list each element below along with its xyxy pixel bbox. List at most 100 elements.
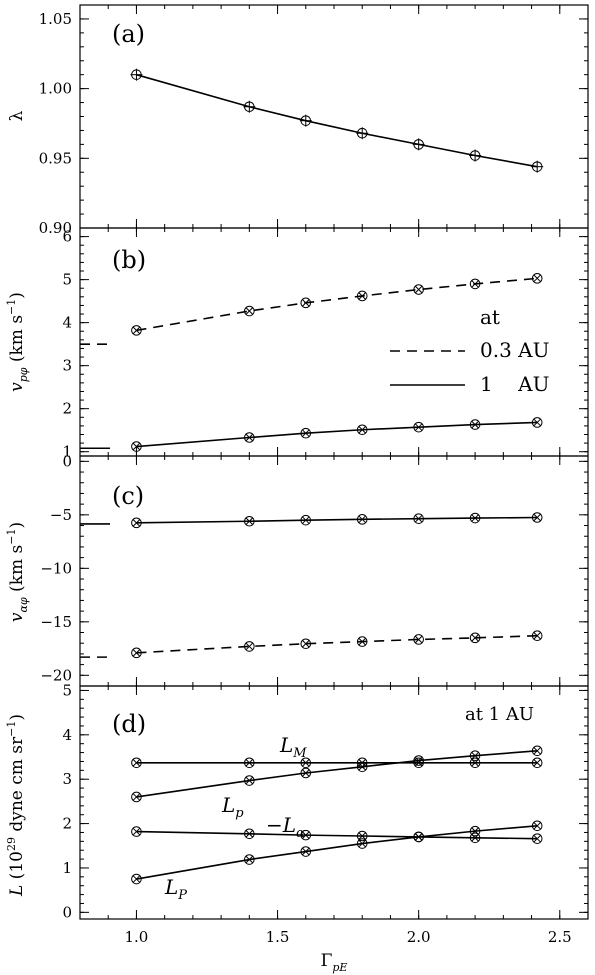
- data-marker-cross: [132, 758, 141, 767]
- data-marker-cross: [471, 514, 479, 522]
- data-marker: [531, 630, 543, 642]
- data-marker-cross: [414, 833, 423, 841]
- data-marker: [300, 767, 312, 779]
- panel-c-ticks: 0 −5 −10 −15 −20: [40, 452, 589, 687]
- data-marker: [244, 515, 255, 527]
- data-marker-cross: [132, 326, 141, 335]
- data-marker-cross: [132, 793, 141, 801]
- panel-c-label: (c): [112, 482, 144, 510]
- data-marker: [413, 513, 424, 524]
- data-marker-cross: [132, 442, 141, 451]
- data-marker: [244, 775, 255, 786]
- y-tick-label: 2: [62, 815, 72, 833]
- data-marker-cross: [301, 429, 310, 438]
- data-marker-cross: [533, 631, 542, 640]
- y-tick-label: 6: [62, 228, 72, 246]
- panel-d-ticks: 0 1 2 3 4 5: [62, 681, 589, 921]
- data-marker: [300, 638, 312, 650]
- y-tick-label: 3: [62, 357, 72, 375]
- data-marker-cross: [358, 425, 367, 434]
- y-tick-label: −15: [40, 613, 72, 631]
- data-marker: [469, 419, 481, 430]
- data-marker: [131, 791, 142, 803]
- data-marker-cross: [471, 751, 479, 760]
- x-tick-label: 1.0: [125, 928, 149, 946]
- data-marker: [356, 290, 368, 302]
- data-marker-cross: [301, 769, 310, 777]
- data-marker: [131, 441, 142, 452]
- data-marker-cross: [533, 746, 542, 755]
- data-marker-cross: [414, 514, 423, 523]
- y-tick-label: 1.05: [39, 10, 72, 28]
- data-marker-cross: [358, 839, 367, 848]
- data-marker-cross: [533, 834, 542, 843]
- data-marker-cross: [471, 758, 479, 767]
- data-marker: [131, 873, 142, 885]
- data-marker: [356, 757, 368, 769]
- data-marker-cross: [245, 517, 254, 526]
- y-tick-label: −5: [50, 506, 72, 524]
- data-marker: [413, 755, 424, 766]
- data-marker-cross: [414, 635, 423, 644]
- data-marker-cross: [245, 776, 254, 785]
- y-tick-label: 1: [62, 443, 72, 461]
- data-marker: [244, 641, 255, 652]
- data-marker: [244, 432, 255, 443]
- data-marker: [413, 831, 424, 843]
- panel-d-plot: [131, 745, 543, 885]
- data-marker-cross: [414, 285, 423, 294]
- data-marker: [469, 757, 481, 769]
- legend-title: at: [480, 305, 500, 329]
- data-marker: [413, 421, 424, 433]
- data-marker: [244, 854, 255, 865]
- data-marker: [244, 757, 255, 769]
- data-marker-cross: [245, 433, 254, 442]
- panel-b-ticks: 1 2 3 4 5 6: [62, 228, 589, 461]
- data-marker-cross: [245, 642, 254, 651]
- data-marker: [413, 284, 424, 295]
- data-marker-cross: [471, 280, 479, 288]
- series-line-0: [136, 73, 538, 168]
- data-marker-cross: [471, 420, 479, 429]
- data-marker: [300, 427, 312, 439]
- data-marker: [356, 636, 368, 647]
- panel-c: (c) vαφ (km s−1) 0 −5 −10 −15 −20: [5, 452, 589, 687]
- y-tick-label: 0.90: [39, 219, 72, 237]
- data-marker: [300, 297, 312, 309]
- y-tick-label: −10: [40, 559, 72, 577]
- legend-entry-0: 0.3 AU: [480, 338, 549, 362]
- data-marker-cross: [358, 515, 367, 524]
- data-marker-cross: [301, 639, 310, 648]
- y-tick-label: 1: [62, 859, 72, 877]
- data-marker: [469, 632, 481, 644]
- data-marker: [469, 278, 481, 290]
- curve-label-Lp: Lp: [221, 793, 244, 821]
- x-axis-label: ΓpE: [321, 951, 348, 974]
- data-marker-cross: [533, 513, 542, 522]
- panel-a-ticks: 0.90 0.95 1.00 1.05: [39, 4, 589, 237]
- panel-a-plot: [130, 68, 544, 173]
- data-marker: [413, 634, 424, 645]
- data-marker: [469, 750, 481, 761]
- data-marker: [531, 745, 543, 757]
- panel-a-label: (a): [112, 20, 145, 48]
- data-marker: [531, 757, 543, 769]
- data-marker: [469, 512, 481, 524]
- x-tick-label: 1.5: [266, 928, 290, 946]
- data-marker: [131, 647, 142, 659]
- y-tick-label: 5: [62, 271, 72, 289]
- data-marker-cross: [533, 274, 542, 283]
- data-marker-cross: [358, 637, 367, 646]
- data-marker: [300, 829, 312, 841]
- data-marker: [356, 838, 368, 849]
- data-marker-cross: [533, 821, 542, 830]
- data-marker-cross: [245, 829, 254, 838]
- y-tick-label: 4: [62, 726, 72, 744]
- data-marker-cross: [471, 827, 479, 835]
- data-marker: [531, 833, 543, 844]
- data-marker: [300, 846, 312, 857]
- data-marker-cross: [132, 875, 141, 883]
- x-tick-label: 2.5: [548, 928, 572, 946]
- y-tick-label: 0.95: [39, 149, 72, 167]
- panel-c-ylabel: vαφ (km s−1): [5, 522, 30, 622]
